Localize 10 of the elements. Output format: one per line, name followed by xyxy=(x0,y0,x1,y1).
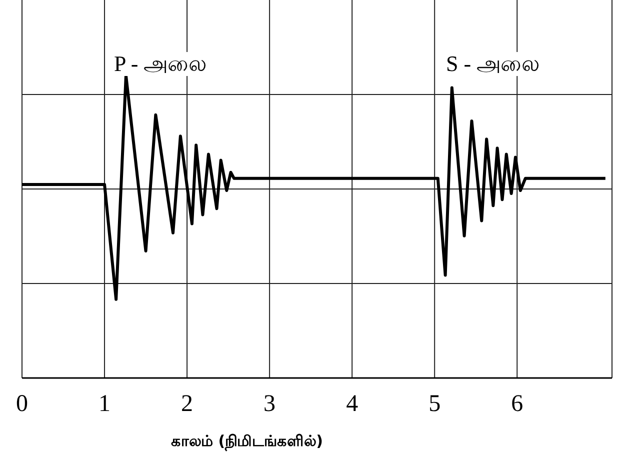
x-tick-label: 3 xyxy=(264,391,276,418)
annotation: S - அலை xyxy=(444,51,542,76)
annotation: P - அலை xyxy=(112,51,209,76)
x-tick-label: 4 xyxy=(346,391,358,418)
x-tick-label: 0 xyxy=(16,391,28,418)
x-tick-label: 6 xyxy=(511,391,524,418)
x-tick-label: 5 xyxy=(428,391,441,418)
x-tick-label: 2 xyxy=(181,391,194,418)
x-tick-label: 1 xyxy=(98,391,111,418)
x-axis-title: காலம் (நிமிடங்களில்) xyxy=(171,432,323,451)
